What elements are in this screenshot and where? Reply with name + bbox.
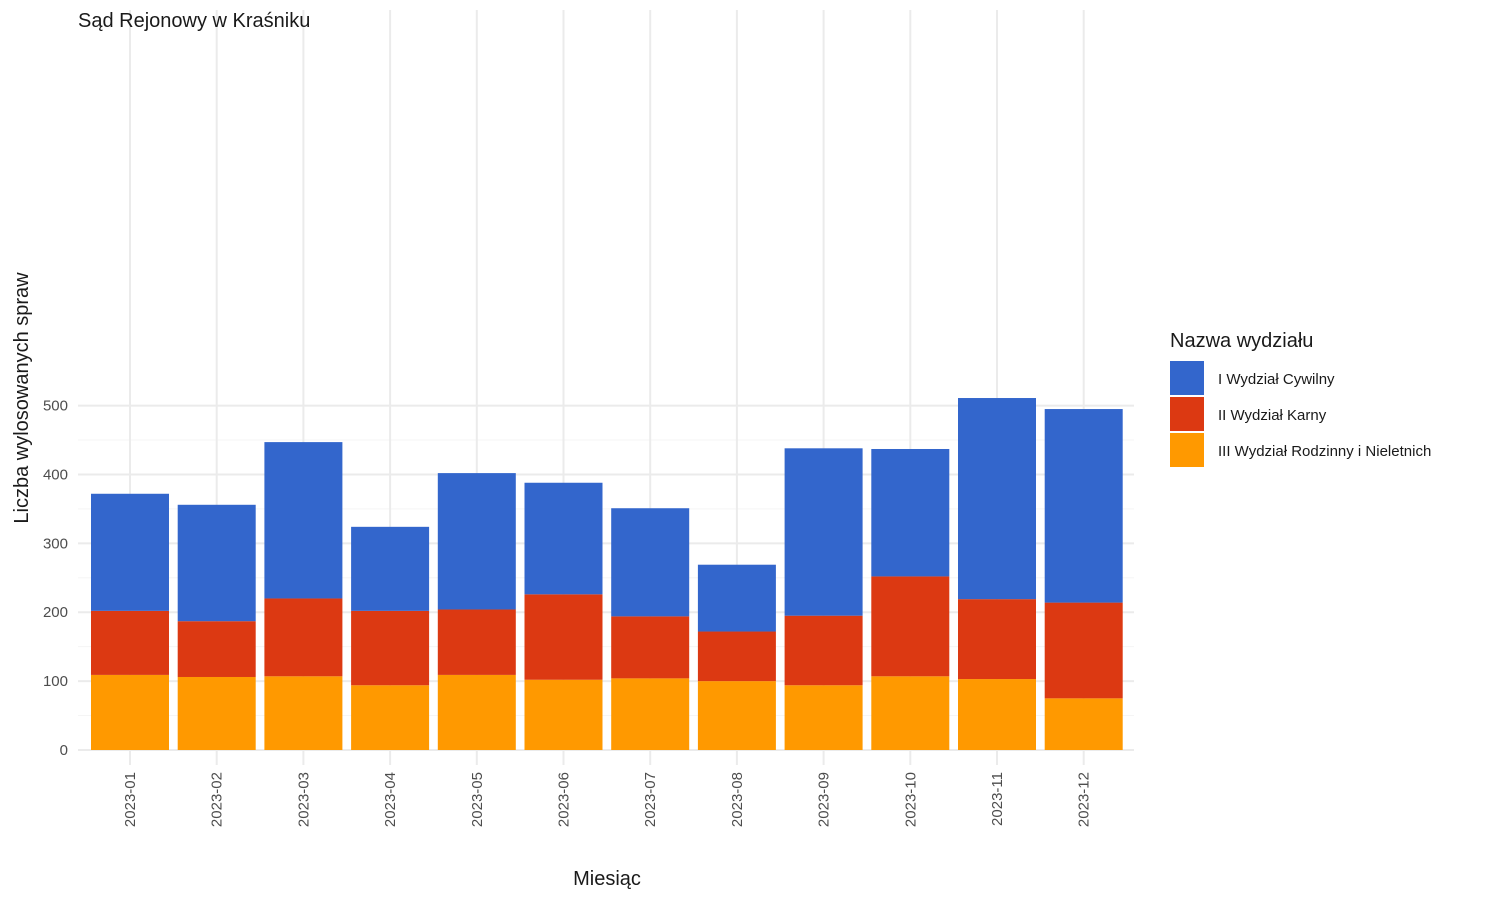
bar-segment: [611, 508, 690, 617]
bar-segment: [524, 594, 603, 680]
bar-segment: [784, 448, 863, 616]
x-tick-label: 2023-01: [122, 772, 139, 827]
bar-segment: [264, 676, 343, 750]
bar-segment: [437, 609, 516, 675]
legend-title: Nazwa wydziału: [1170, 330, 1313, 352]
bar-segment: [784, 615, 863, 686]
y-tick-label: 300: [43, 535, 68, 552]
bar-segment: [351, 610, 430, 686]
x-axis-ticks: 2023-01 2023-02 2023-03 2023-04 2023-05 2023-…: [122, 772, 1093, 827]
y-tick-label: 100: [43, 673, 68, 690]
x-tick-label: 2023-05: [469, 772, 486, 827]
bars: [91, 398, 1123, 750]
y-tick-label: 0: [60, 742, 68, 759]
bar-segment: [1044, 698, 1123, 750]
bar-segment: [91, 610, 169, 675]
x-axis-title: Miesiąc: [573, 868, 641, 890]
y-axis-title: Liczba wylosowanych spraw: [11, 272, 33, 524]
x-tick-label: 2023-12: [1076, 772, 1093, 827]
bar-segment: [351, 685, 430, 750]
x-tick-label: 2023-02: [209, 772, 226, 827]
bar-segment: [264, 442, 343, 599]
y-tick-label: 500: [43, 398, 68, 415]
x-tick-label: 2023-08: [729, 772, 746, 827]
bar-segment: [611, 616, 690, 679]
bar-segment: [697, 564, 776, 632]
bar-segment: [958, 679, 1036, 750]
y-tick-label: 200: [43, 604, 68, 621]
x-tick-label: 2023-06: [556, 772, 573, 827]
x-tick-label: 2023-03: [295, 772, 312, 827]
bar-segment: [697, 681, 776, 750]
y-tick-label: 400: [43, 466, 68, 483]
legend-label: II Wydział Karny: [1218, 407, 1327, 424]
bar-segment: [524, 482, 603, 595]
x-tick-label: 2023-11: [989, 772, 1006, 826]
y-axis-ticks: 0 100 200 300 400 500: [43, 398, 68, 759]
bar-segment: [264, 598, 343, 677]
legend: Nazwa wydziału I Wydział Cywilny II Wydzi…: [1170, 330, 1431, 467]
legend-swatch: [1170, 433, 1204, 467]
bar-segment: [958, 599, 1036, 680]
bar-segment: [437, 674, 516, 750]
bar-segment: [1044, 602, 1123, 699]
bar-segment: [91, 493, 169, 611]
legend-label: III Wydział Rodzinny i Nieletnich: [1218, 443, 1431, 460]
legend-label: I Wydział Cywilny: [1218, 371, 1335, 388]
x-tick-label: 2023-04: [382, 772, 399, 827]
bar-segment: [1044, 409, 1123, 603]
bar-segment: [697, 631, 776, 682]
x-tick-label: 2023-07: [642, 772, 659, 827]
bar-segment: [784, 685, 863, 750]
x-tick-label: 2023-10: [902, 772, 919, 827]
chart-title: Sąd Rejonowy w Kraśniku: [78, 10, 310, 32]
x-tick-label: 2023-09: [816, 772, 833, 827]
bar-segment: [611, 678, 690, 750]
legend-swatch: [1170, 397, 1204, 431]
bar-segment: [177, 504, 256, 622]
bar-segment: [958, 398, 1036, 600]
bar-segment: [91, 674, 169, 750]
bar-segment: [524, 679, 603, 750]
bar-segment: [177, 676, 256, 750]
legend-swatch: [1170, 361, 1204, 395]
bar-segment: [437, 473, 516, 610]
bar-segment: [871, 676, 950, 750]
bar-segment: [351, 526, 430, 611]
bar-segment: [871, 448, 950, 577]
bar-segment: [871, 576, 950, 677]
bar-segment: [177, 621, 256, 677]
